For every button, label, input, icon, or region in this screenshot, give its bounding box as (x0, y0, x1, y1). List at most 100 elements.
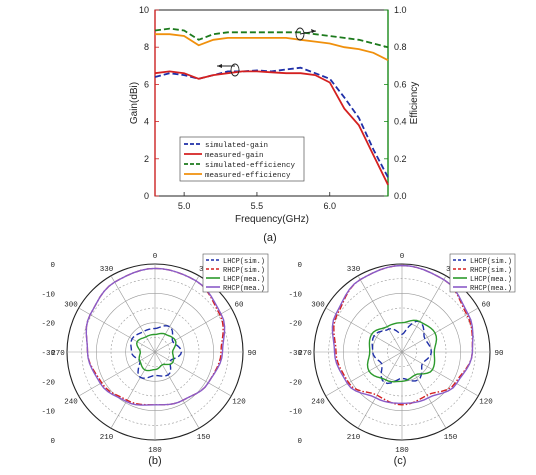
polar-spoke (154, 351, 232, 397)
x-tick-label: 5.5 (251, 201, 264, 211)
polar-spoke (325, 307, 403, 353)
legend-label: RHCP(mea.) (223, 285, 265, 293)
polar-chart-c: 03060901201501802102402703003300-10-20-3… (288, 253, 516, 455)
radial-tick-label: -20 (41, 379, 55, 387)
y-tick-label: 2 (144, 154, 149, 164)
polar-spoke (357, 351, 403, 429)
angle-tick-label: 60 (234, 302, 244, 310)
legend-label: simulated-efficiency (205, 162, 296, 170)
angle-tick-label: 300 (311, 302, 325, 310)
angle-tick-label: 120 (232, 399, 246, 407)
radial-tick-label: -10 (288, 409, 302, 417)
y2-tick-label: 1.0 (394, 5, 407, 15)
x-axis-label: Frequency(GHz) (235, 214, 309, 225)
panel-label-c: (c) (394, 455, 407, 467)
angle-tick-label: 330 (100, 266, 114, 274)
polar-series-RHCP(mea.) (331, 264, 474, 405)
angle-tick-label: 210 (347, 434, 361, 442)
polar-series-LHCP(mea.) (366, 319, 438, 383)
legend-label: LHCP(mea.) (223, 276, 265, 284)
angle-tick-label: 150 (444, 434, 458, 442)
legend-label: simulated-gain (205, 142, 268, 150)
polar-legend: LHCP(sim.)RHCP(sim.)LHCP(mea.)RHCP(mea.) (449, 253, 516, 293)
y-axis-label: Gain(dBi) (129, 82, 140, 124)
polar-grid: 03060901201501802102402703003300-10-20-3… (41, 253, 257, 455)
y-tick-label: 6 (144, 79, 149, 89)
radial-tick-label: -20 (41, 321, 55, 329)
y2-axis-label: Efficiency (409, 82, 420, 125)
legend-label: LHCP(mea.) (470, 276, 512, 284)
y-tick-label: 0 (144, 191, 149, 201)
polar-series-LHCP(mea.) (135, 332, 177, 372)
axis-indicator-gain (217, 63, 240, 77)
polar-spoke (401, 275, 447, 353)
polar-spoke (401, 351, 479, 397)
angle-tick-label: 330 (347, 266, 361, 274)
radial-tick-label: -20 (288, 321, 302, 329)
angle-tick-label: 90 (494, 350, 504, 358)
legend: simulated-gain measured-gain simulated-eff… (179, 136, 305, 182)
y-tick-label: 8 (144, 42, 149, 52)
angle-tick-label: 0 (153, 253, 158, 261)
polar-spoke (110, 275, 156, 353)
legend-label: LHCP(sim.) (223, 258, 265, 266)
radial-tick-label: -10 (41, 291, 55, 299)
polar-series-LHCP(sim.) (371, 320, 433, 385)
y-tick-label: 10 (139, 5, 149, 15)
angle-tick-label: 300 (64, 302, 78, 310)
polar-series-RHCP(mea.) (85, 267, 226, 406)
polar-spoke (401, 307, 479, 353)
panel-label-a: (a) (263, 232, 276, 244)
polar-spoke (325, 351, 403, 397)
radial-tick-label: -10 (288, 291, 302, 299)
polar-spoke (154, 275, 200, 353)
radial-tick-label: -20 (288, 379, 302, 387)
angle-tick-label: 270 (298, 350, 312, 358)
radial-tick-label: 0 (297, 438, 302, 446)
polar-spoke (78, 351, 156, 397)
y2-tick-label: 0.8 (394, 42, 407, 52)
y2-tick-label: 0.0 (394, 191, 407, 201)
polar-chart-b: 03060901201501802102402703003300-10-20-3… (41, 253, 269, 455)
angle-tick-label: 120 (479, 399, 493, 407)
angle-tick-label: 210 (100, 434, 114, 442)
legend-label: RHCP(sim.) (223, 267, 265, 275)
angle-tick-label: 90 (247, 350, 257, 358)
angle-tick-label: 180 (148, 447, 162, 455)
legend-label: RHCP(sim.) (470, 267, 512, 275)
legend-label: RHCP(mea.) (470, 285, 512, 293)
gain-efficiency-chart: 5.0 5.5 6.0 0 2 4 6 8 10 0.0 0.2 0.4 0.6 0.8 1.0 Gain(… (129, 5, 420, 244)
polar-spoke (154, 351, 200, 429)
radial-tick-label: -30 (288, 350, 302, 358)
polar-legend: LHCP(sim.)RHCP(sim.)LHCP(mea.)RHCP(mea.) (202, 253, 269, 293)
legend-label: LHCP(sim.) (470, 258, 512, 266)
axis-indicator-efficiency (295, 27, 317, 41)
polar-spoke (110, 351, 156, 429)
polar-series-RHCP(sim.) (333, 264, 474, 406)
angle-tick-label: 270 (51, 350, 65, 358)
polar-spoke (401, 351, 447, 429)
legend-label: measured-gain (205, 152, 264, 160)
polar-spoke (357, 275, 403, 353)
y2-tick-label: 0.2 (394, 154, 407, 164)
radial-tick-label: 0 (50, 438, 55, 446)
angle-tick-label: 60 (481, 302, 491, 310)
y-tick-label: 4 (144, 117, 149, 127)
y2-tick-label: 0.4 (394, 117, 407, 127)
angle-tick-label: 150 (197, 434, 211, 442)
radial-tick-label: 0 (297, 262, 302, 270)
polar-spoke (78, 307, 156, 353)
legend-label: measured-efficiency (205, 172, 291, 180)
series-line-measured-gain (154, 70, 389, 186)
series-line-measured-efficiency (155, 33, 389, 62)
radial-tick-label: 0 (50, 262, 55, 270)
angle-tick-label: 180 (395, 447, 409, 455)
angle-tick-label: 0 (400, 253, 405, 261)
series-line-simulated-efficiency (154, 27, 389, 49)
angle-tick-label: 240 (311, 399, 325, 407)
radial-tick-label: -30 (41, 350, 55, 358)
polar-series-LHCP(sim.) (130, 325, 183, 379)
y2-tick-label: 0.6 (394, 79, 407, 89)
radial-tick-label: -10 (41, 409, 55, 417)
